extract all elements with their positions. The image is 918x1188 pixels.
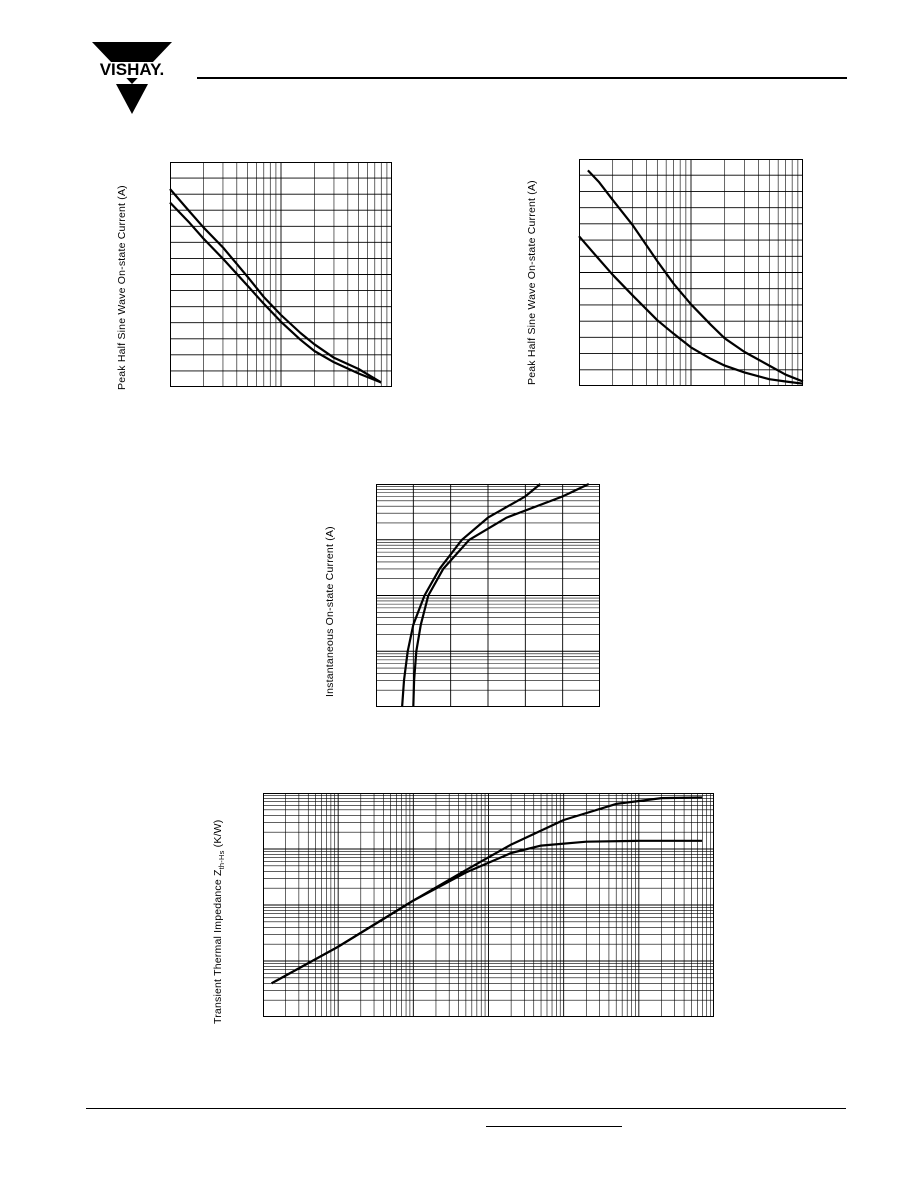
grid	[376, 484, 600, 707]
grid	[170, 162, 392, 387]
chart-on-state-characteristics	[376, 483, 600, 708]
vishay-logo: VISHAY.	[84, 42, 180, 114]
grid	[263, 793, 714, 1017]
series-line-0	[271, 796, 703, 985]
series-line-1	[578, 235, 804, 385]
chart-surge-current-left	[169, 162, 392, 387]
plot-frame	[170, 162, 392, 387]
series-line-1	[271, 839, 703, 985]
chart-3-ylabel: Transient Thermal Impedance Zth-Hs (K/W)	[212, 819, 227, 1025]
series-line-1	[169, 201, 382, 384]
chart-1-ylabel: Peak Half Sine Wave On-state Current (A)	[526, 180, 538, 385]
plot-frame	[263, 793, 714, 1017]
grid	[579, 159, 803, 386]
series-line-1	[412, 483, 590, 708]
chart-2-ylabel: Instantaneous On-state Current (A)	[324, 526, 336, 697]
plot-frame	[579, 159, 803, 386]
footer-rule	[86, 1108, 846, 1109]
logo-lettering: VISHAY.	[100, 60, 165, 79]
chart-transient-thermal-impedance	[263, 793, 714, 1017]
chart-surge-current-right	[578, 159, 804, 386]
chart-0-ylabel: Peak Half Sine Wave On-state Current (A)	[116, 185, 128, 390]
footer-link-underline	[486, 1126, 622, 1127]
series-line-0	[587, 169, 804, 383]
header-rule	[197, 77, 847, 79]
series-line-0	[401, 483, 542, 708]
series-line-0	[169, 188, 382, 384]
plot-frame	[376, 484, 600, 707]
